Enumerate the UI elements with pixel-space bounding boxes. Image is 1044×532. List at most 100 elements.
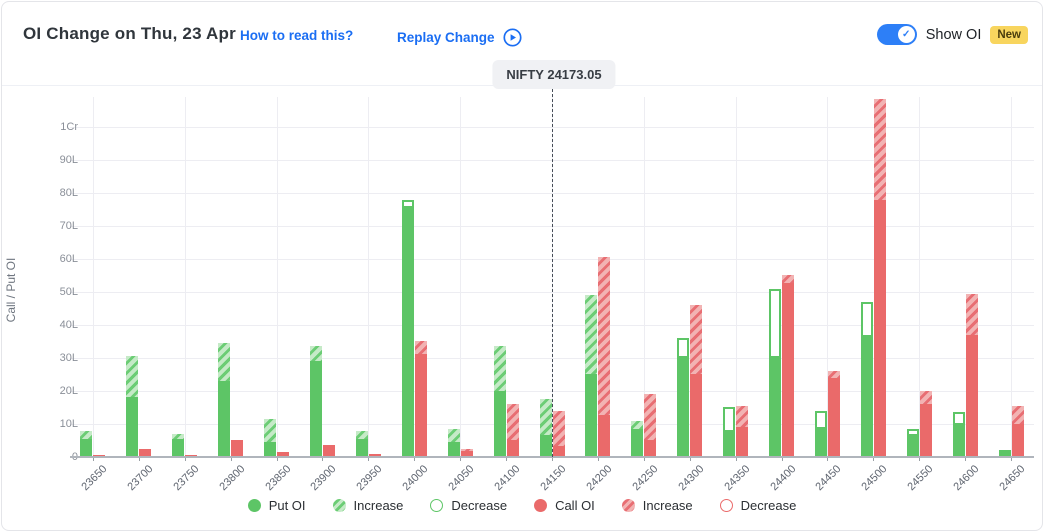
put-bar-23850[interactable] (264, 419, 277, 457)
solid-segment (677, 358, 690, 457)
put-bar-24550[interactable] (906, 429, 919, 457)
put-bar-23750[interactable] (172, 434, 185, 457)
increase-segment (126, 356, 139, 397)
put-bar-24450[interactable] (814, 411, 827, 457)
call-bar-24200[interactable] (598, 257, 611, 457)
legend-item-hatch-red[interactable]: Increase (621, 498, 693, 513)
legend-solid-green-icon (247, 499, 261, 512)
solid-segment (126, 397, 139, 457)
increase-segment (585, 295, 598, 374)
solid-segment (309, 361, 322, 457)
call-bar-24350[interactable] (736, 406, 749, 457)
solid-segment (401, 208, 414, 457)
call-bar-24500[interactable] (873, 99, 886, 457)
put-bar-23900[interactable] (309, 346, 322, 457)
solid-segment (631, 429, 644, 457)
call-bar-23900[interactable] (322, 445, 335, 457)
how-to-read-link[interactable]: How to read this? (240, 28, 354, 43)
increase-segment (873, 99, 886, 200)
increase-segment (218, 343, 231, 381)
put-bar-24000[interactable] (401, 200, 414, 457)
solid-segment (139, 449, 152, 457)
put-bar-24200[interactable] (585, 295, 598, 457)
call-bar-24450[interactable] (827, 371, 840, 457)
put-bar-24150[interactable] (539, 399, 552, 457)
increase-segment (172, 434, 185, 439)
put-bar-24300[interactable] (677, 338, 690, 457)
x-tick-mark (322, 457, 324, 461)
legend-item-solid-red[interactable]: Call OI (534, 498, 595, 513)
solid-segment (218, 381, 231, 457)
x-tick-mark (735, 457, 737, 461)
solid-segment (644, 440, 657, 457)
call-bar-24650[interactable] (1011, 406, 1024, 457)
gridline-v (1011, 97, 1013, 457)
solid-segment (952, 425, 965, 457)
put-bar-24400[interactable] (769, 289, 782, 457)
put-bar-24250[interactable] (631, 421, 644, 457)
gridline-v (460, 97, 462, 457)
legend-solid-red-icon (534, 499, 548, 512)
put-bar-24050[interactable] (447, 429, 460, 457)
call-bar-24300[interactable] (690, 305, 703, 457)
call-bar-24400[interactable] (782, 275, 795, 457)
x-tick-mark (965, 457, 967, 461)
gridline-v (643, 97, 645, 457)
solid-segment (860, 337, 873, 457)
solid-segment (277, 452, 290, 457)
page-title: OI Change on Thu, 23 Apr (23, 24, 236, 43)
increase-segment (552, 411, 565, 446)
solid-segment (322, 445, 335, 457)
show-oi-toggle[interactable]: ✓ (876, 24, 917, 45)
solid-segment (447, 442, 460, 457)
increase-segment (355, 431, 368, 439)
put-bar-24500[interactable] (860, 302, 873, 457)
nifty-spot-line (552, 89, 553, 457)
increase-segment (447, 429, 460, 442)
call-bar-24250[interactable] (644, 394, 657, 457)
increase-segment (414, 341, 427, 354)
put-bar-24650[interactable] (998, 450, 1011, 457)
put-bar-23700[interactable] (126, 356, 139, 457)
put-bar-24600[interactable] (952, 412, 965, 457)
call-bar-24050[interactable] (460, 449, 473, 457)
x-tick-mark (276, 457, 278, 461)
x-tick-mark (92, 457, 94, 461)
y-tick-label: 10L (59, 418, 78, 430)
call-bar-24000[interactable] (414, 341, 427, 457)
increase-segment (309, 346, 322, 361)
call-bar-24100[interactable] (506, 404, 519, 457)
call-bar-23800[interactable] (231, 440, 244, 457)
call-bar-24600[interactable] (965, 294, 978, 457)
toggle-check-icon: ✓ (897, 26, 915, 43)
gridline-v (276, 97, 278, 457)
y-tick-label: 1Cr (60, 121, 78, 133)
put-bar-24350[interactable] (723, 407, 736, 457)
legend-label: Decrease (451, 498, 508, 513)
replay-change-label: Replay Change (397, 30, 495, 45)
put-bar-23800[interactable] (218, 343, 231, 457)
solid-segment (460, 451, 473, 457)
increase-segment (506, 404, 519, 440)
solid-segment (414, 354, 427, 457)
put-bar-24100[interactable] (493, 346, 506, 457)
legend-item-outline-red[interactable]: Decrease (719, 498, 796, 513)
gridline-v (919, 97, 921, 457)
call-bar-23850[interactable] (277, 452, 290, 457)
solid-segment (873, 200, 886, 457)
call-bar-23700[interactable] (139, 449, 152, 457)
call-bar-24550[interactable] (919, 391, 932, 457)
call-bar-23950[interactable] (368, 454, 381, 457)
increase-segment (460, 449, 473, 451)
replay-change-button[interactable]: Replay Change (397, 28, 522, 47)
x-tick-mark (689, 457, 691, 461)
legend-item-solid-green[interactable]: Put OI (247, 498, 306, 513)
y-tick-label: 70L (59, 220, 78, 232)
put-bar-23650[interactable] (80, 431, 93, 457)
call-bar-24150[interactable] (552, 411, 565, 457)
legend-item-hatch-green[interactable]: Increase (332, 498, 403, 513)
put-bar-23950[interactable] (355, 431, 368, 457)
increase-segment (919, 391, 932, 404)
solid-segment (172, 439, 185, 457)
legend-item-outline-green[interactable]: Decrease (430, 498, 507, 513)
